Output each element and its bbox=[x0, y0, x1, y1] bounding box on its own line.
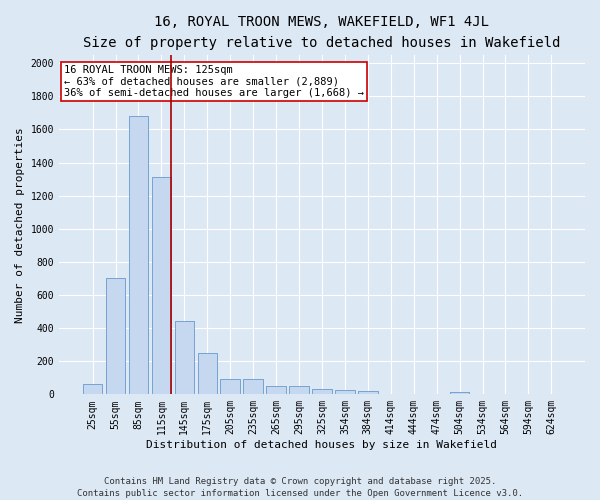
Bar bbox=[83, 384, 103, 394]
Bar bbox=[220, 378, 240, 394]
Title: 16, ROYAL TROON MEWS, WAKEFIELD, WF1 4JL
Size of property relative to detached h: 16, ROYAL TROON MEWS, WAKEFIELD, WF1 4JL… bbox=[83, 15, 560, 50]
Text: 16 ROYAL TROON MEWS: 125sqm
← 63% of detached houses are smaller (2,889)
36% of : 16 ROYAL TROON MEWS: 125sqm ← 63% of det… bbox=[64, 65, 364, 98]
Bar bbox=[152, 178, 171, 394]
Bar bbox=[335, 390, 355, 394]
Bar bbox=[175, 320, 194, 394]
Bar bbox=[266, 386, 286, 394]
Bar bbox=[312, 390, 332, 394]
Y-axis label: Number of detached properties: Number of detached properties bbox=[15, 127, 25, 322]
Bar bbox=[289, 386, 309, 394]
Bar bbox=[106, 278, 125, 394]
Bar bbox=[129, 116, 148, 394]
Bar bbox=[244, 380, 263, 394]
Bar bbox=[450, 392, 469, 394]
Text: Contains HM Land Registry data © Crown copyright and database right 2025.
Contai: Contains HM Land Registry data © Crown c… bbox=[77, 476, 523, 498]
Bar bbox=[358, 391, 377, 394]
X-axis label: Distribution of detached houses by size in Wakefield: Distribution of detached houses by size … bbox=[146, 440, 497, 450]
Bar bbox=[197, 353, 217, 395]
